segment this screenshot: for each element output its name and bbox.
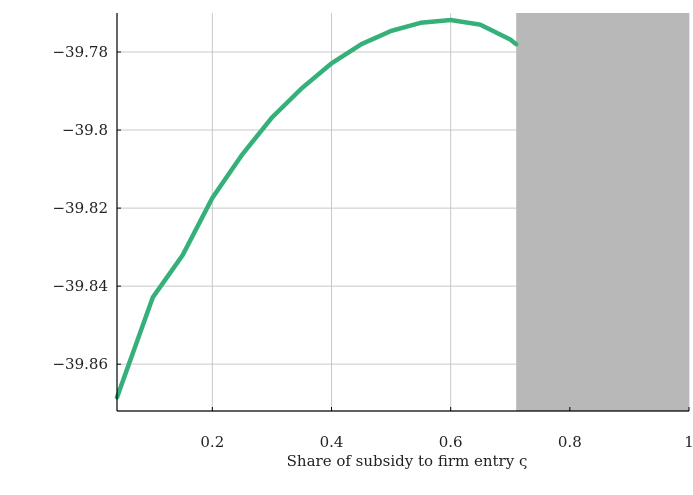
series-layer bbox=[114, 17, 519, 400]
x-tick-label: 0.4 bbox=[320, 433, 344, 451]
x-tick-label: 0.8 bbox=[558, 433, 582, 451]
y-tick-label: −39.78 bbox=[52, 43, 108, 61]
x-axis-title: Share of subsidy to firm entry ς bbox=[287, 452, 528, 470]
x-tick-label: 0.6 bbox=[439, 433, 463, 451]
tick-labels: 0.2 0.4 0.6 0.8 1 −39.78 −39.8 −39.82 −39.84 −39.… bbox=[52, 43, 693, 451]
x-tick-label: 1 bbox=[684, 433, 693, 451]
y-tick-label: −39.82 bbox=[52, 199, 108, 217]
y-tick-label: −39.8 bbox=[62, 121, 108, 139]
shaded-region bbox=[516, 13, 689, 411]
series-line bbox=[114, 17, 519, 400]
shaded-region-layer bbox=[516, 13, 689, 411]
y-tick-label: −39.86 bbox=[52, 355, 108, 373]
x-tick-label: 0.2 bbox=[200, 433, 224, 451]
y-tick-label: −39.84 bbox=[52, 277, 108, 295]
